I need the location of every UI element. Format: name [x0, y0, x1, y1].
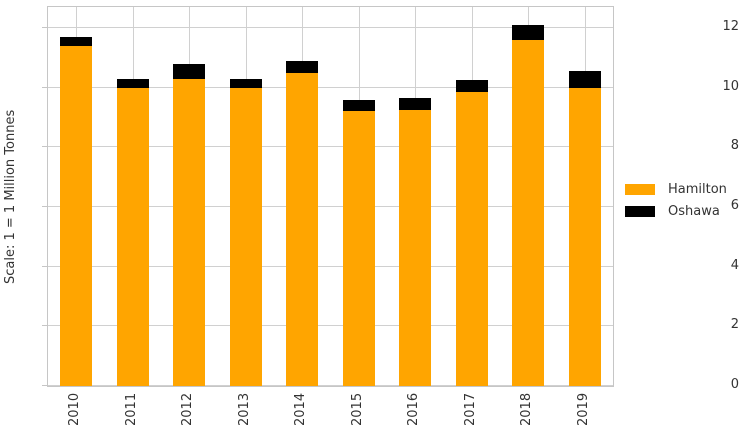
y-tick-mark — [42, 146, 47, 148]
x-tick-label: 2011 — [123, 392, 139, 426]
gridline-horizontal — [48, 325, 613, 327]
legend: Hamilton Oshawa — [625, 178, 727, 222]
bar-2015 — [342, 99, 375, 386]
bar-2019-hamilton — [568, 87, 601, 386]
bar-2016-hamilton — [399, 109, 432, 386]
bar-2015-hamilton — [342, 111, 375, 386]
bar-2017-hamilton — [455, 92, 488, 386]
bar-2010-hamilton — [60, 45, 93, 386]
x-tick-label: 2012 — [180, 392, 196, 426]
bar-2014-hamilton — [286, 72, 319, 386]
gridline-horizontal — [48, 265, 613, 267]
x-tick-label: 2010 — [67, 392, 83, 426]
y-tick-mark — [42, 205, 47, 207]
bar-2011-hamilton — [116, 87, 149, 386]
legend-swatch-oshawa — [625, 205, 655, 217]
bar-2014-oshawa — [286, 60, 319, 73]
bar-2013-oshawa — [229, 78, 262, 88]
x-tick-label: 2016 — [406, 392, 422, 426]
y-tick-label: 8 — [730, 138, 739, 154]
bar-2010-oshawa — [60, 36, 93, 46]
y-tick-mark — [42, 26, 47, 28]
bar-2019-oshawa — [568, 71, 601, 88]
bar-2019 — [568, 71, 601, 386]
x-tick-label: 2015 — [349, 392, 365, 426]
bar-2010 — [60, 36, 93, 386]
bar-2017-oshawa — [455, 80, 488, 93]
x-tick-label: 2014 — [293, 392, 309, 426]
gridline-horizontal — [48, 86, 613, 88]
y-tick-label: 10 — [722, 78, 739, 94]
bar-2012-oshawa — [173, 63, 206, 79]
bar-2013 — [229, 78, 262, 386]
legend-item-hamilton: Hamilton — [625, 178, 727, 200]
y-tick-label: 2 — [730, 317, 739, 333]
bar-2011 — [116, 78, 149, 386]
legend-label: Oshawa — [668, 203, 720, 219]
gridline-horizontal — [48, 146, 613, 148]
y-tick-mark — [42, 265, 47, 267]
legend-swatch-hamilton — [625, 183, 655, 195]
y-tick-mark — [42, 385, 47, 386]
y-tick-label: 6 — [730, 197, 739, 213]
x-tick-label: 2018 — [519, 392, 535, 426]
bar-2013-hamilton — [229, 87, 262, 386]
bar-2015-oshawa — [342, 99, 375, 112]
gridline-horizontal — [48, 26, 613, 28]
bar-2017 — [455, 80, 488, 386]
bar-2018-oshawa — [512, 24, 545, 40]
plot-area — [47, 6, 614, 387]
x-tick-label: 2017 — [462, 392, 478, 426]
x-tick-label: 2019 — [575, 392, 591, 426]
gridline-horizontal — [48, 205, 613, 207]
y-tick-label: 4 — [730, 257, 739, 273]
bar-2018-hamilton — [512, 39, 545, 386]
y-tick-label: 0 — [730, 377, 739, 392]
bar-2012 — [173, 63, 206, 386]
bar-2014 — [286, 60, 319, 386]
y-tick-label: 12 — [722, 18, 739, 34]
bar-2011-oshawa — [116, 78, 149, 88]
x-tick-label: 2013 — [236, 392, 252, 426]
bar-2016 — [399, 98, 432, 386]
y-tick-mark — [42, 86, 47, 88]
bar-2016-oshawa — [399, 98, 432, 110]
y-tick-mark — [42, 325, 47, 327]
legend-item-oshawa: Oshawa — [625, 200, 727, 222]
legend-label: Hamilton — [668, 181, 727, 197]
y-axis-label: Scale: 1 = 1 Million Tonnes — [3, 109, 18, 284]
bar-2018 — [512, 24, 545, 386]
bar-2012-hamilton — [173, 78, 206, 386]
gridline-horizontal — [48, 385, 613, 386]
